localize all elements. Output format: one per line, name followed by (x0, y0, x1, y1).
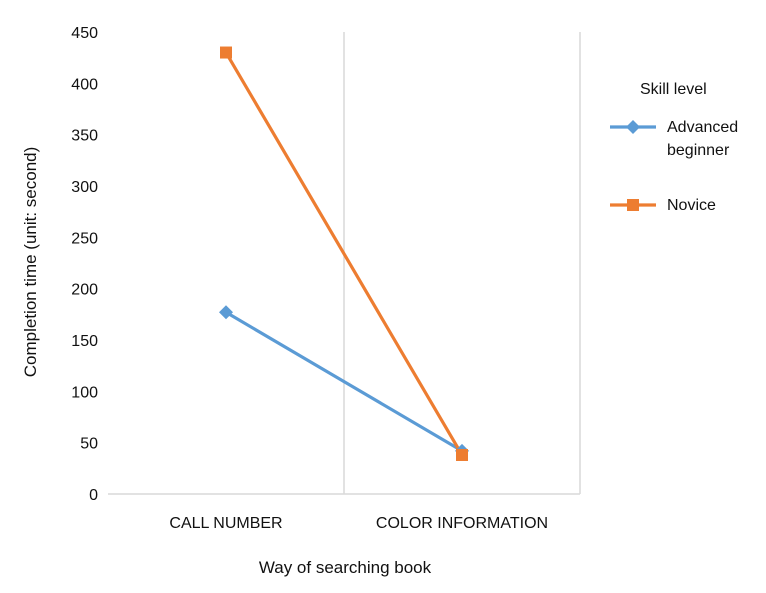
legend-label: Advanced (667, 119, 738, 136)
legend-label: Novice (667, 197, 716, 214)
legend-swatch-marker (626, 120, 640, 134)
axes: 0 50 100 150 200 250 300 350 400 450 CALL NUMBER CO… (71, 25, 581, 532)
data-point (220, 46, 232, 59)
x-axis-title: Way of searching book (259, 558, 432, 577)
y-tick-label: 400 (71, 76, 98, 93)
legend-label: beginner (667, 142, 730, 159)
series-line (224, 50, 464, 457)
data-point (219, 305, 233, 320)
y-tick-label: 50 (80, 436, 98, 453)
y-axis-title: Completion time (unit: second) (21, 147, 40, 378)
legend-title: Skill level (640, 81, 707, 98)
y-tick-label: 450 (71, 25, 98, 42)
legend-swatch-marker (627, 199, 639, 211)
x-tick-label: CALL NUMBER (169, 515, 282, 532)
data-point (456, 448, 468, 461)
y-tick-label: 200 (71, 282, 98, 299)
legend: Skill level Advanced beginner Novice (610, 81, 738, 214)
y-tick-label: 150 (71, 333, 98, 350)
y-tick-label: 250 (71, 230, 98, 247)
y-tick-label: 350 (71, 128, 98, 145)
y-tick-label: 0 (89, 487, 98, 504)
series-line (224, 310, 464, 453)
series-layer (219, 46, 469, 461)
y-tick-label: 100 (71, 384, 98, 401)
y-tick-label: 300 (71, 179, 98, 196)
x-tick-label: COLOR INFORMATION (376, 515, 548, 532)
